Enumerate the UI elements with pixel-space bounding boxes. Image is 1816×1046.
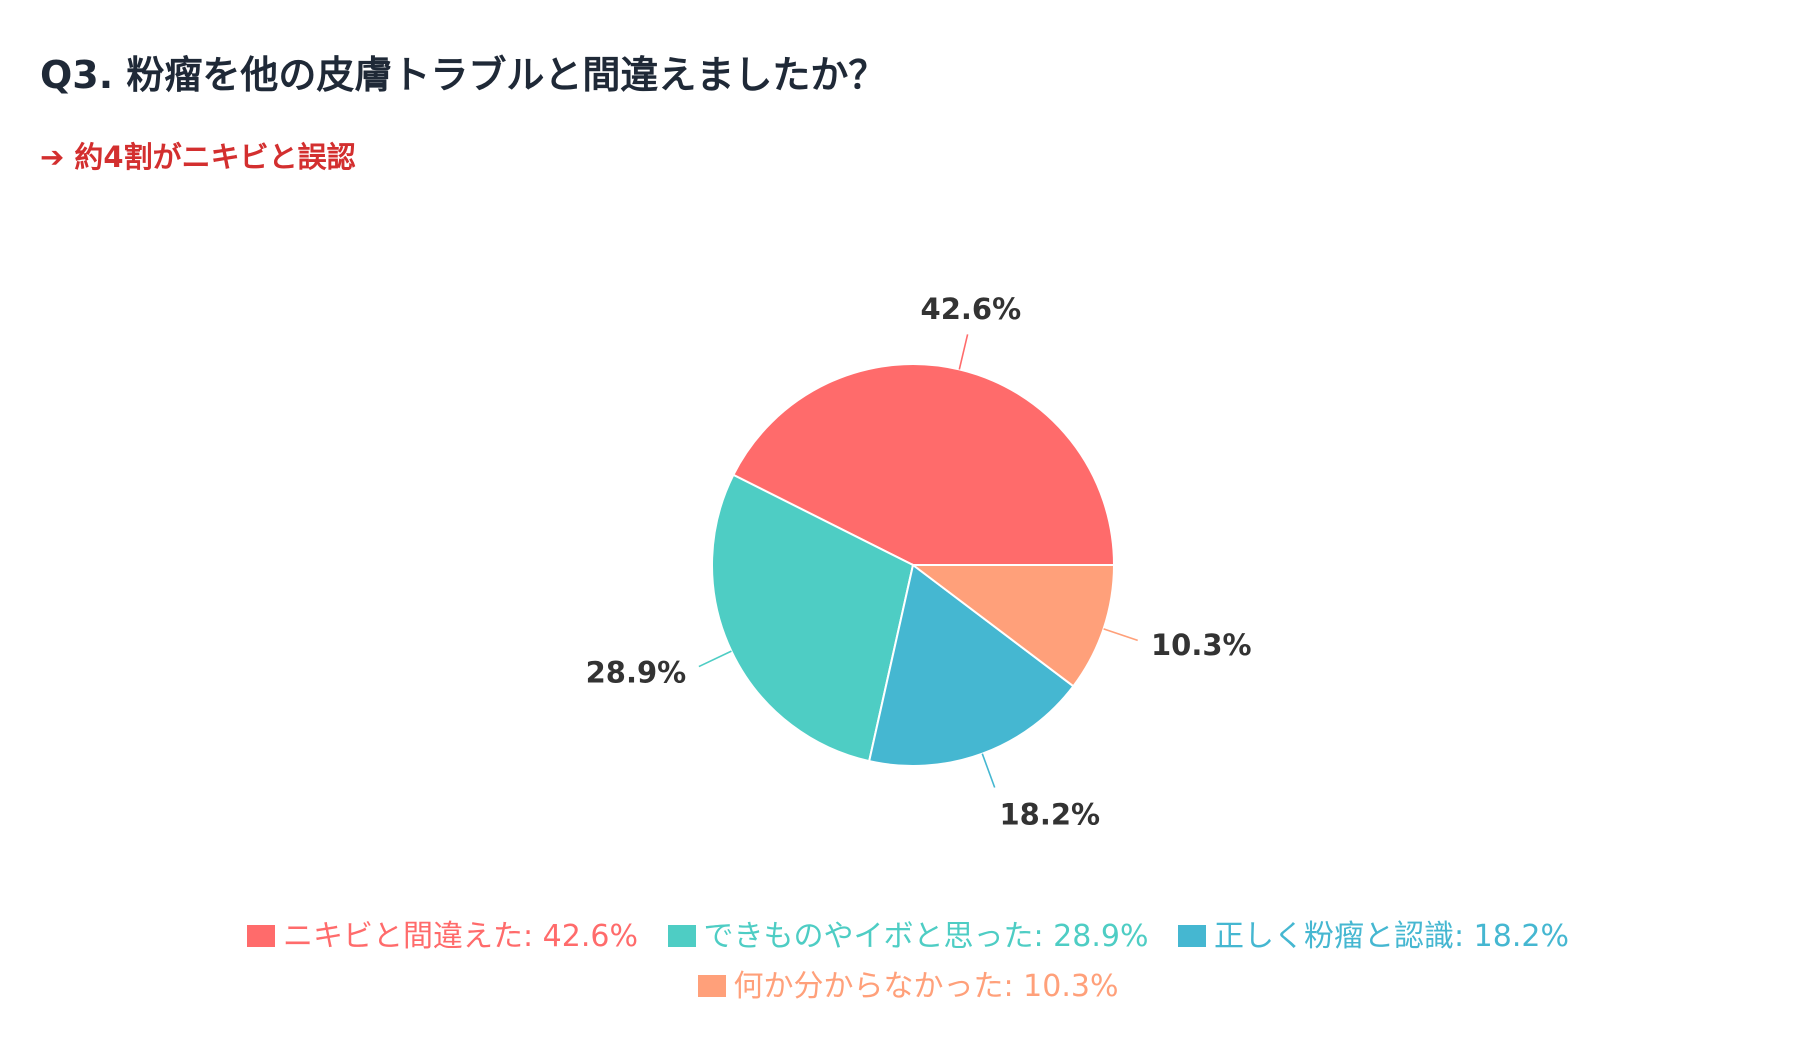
slice-value-label: 10.3% [1151,628,1252,662]
slice-value-label: 18.2% [1000,798,1101,832]
legend-label: できものやイボと思った: 28.9% [703,919,1149,954]
slice-value-label: 42.6% [921,292,1022,326]
legend-item-nikibi[interactable]: ニキビと間違えた: 42.6% [247,912,638,962]
legend-row: 何か分からなかった: 10.3% [0,962,1816,1012]
chart-subtitle: ➔ 約4割がニキビと誤認 [40,140,356,174]
leader-line [981,753,996,788]
leader-line [958,334,969,370]
chart-legend: ニキビと間違えた: 42.6% できものやイボと思った: 28.9% 正しく粉瘤… [0,912,1816,1012]
leader-line [1103,628,1138,642]
legend-swatch [697,975,726,997]
slice-value-label: 28.9% [586,656,687,690]
legend-swatch [1178,925,1207,947]
pie-slice[interactable] [731,363,1116,566]
legend-label: ニキビと間違えた: 42.6% [283,919,638,954]
leader-line [698,650,732,668]
legend-label: 何か分からなかった: 10.3% [733,969,1119,1004]
legend-label: 正しく粉瘤と認識: 18.2% [1214,919,1569,954]
pie-slice[interactable] [711,473,915,763]
legend-swatch [667,925,696,947]
legend-swatch [247,925,276,947]
legend-row: ニキビと間違えた: 42.6% できものやイボと思った: 28.9% 正しく粉瘤… [0,912,1816,962]
chart-title: Q3. 粉瘤を他の皮膚トラブルと間違えましたか？ [40,53,887,97]
legend-item-unknown[interactable]: 何か分からなかった: 10.3% [697,962,1119,1012]
legend-item-correct[interactable]: 正しく粉瘤と認識: 18.2% [1178,912,1569,962]
legend-item-dekimono[interactable]: できものやイボと思った: 28.9% [667,912,1149,962]
